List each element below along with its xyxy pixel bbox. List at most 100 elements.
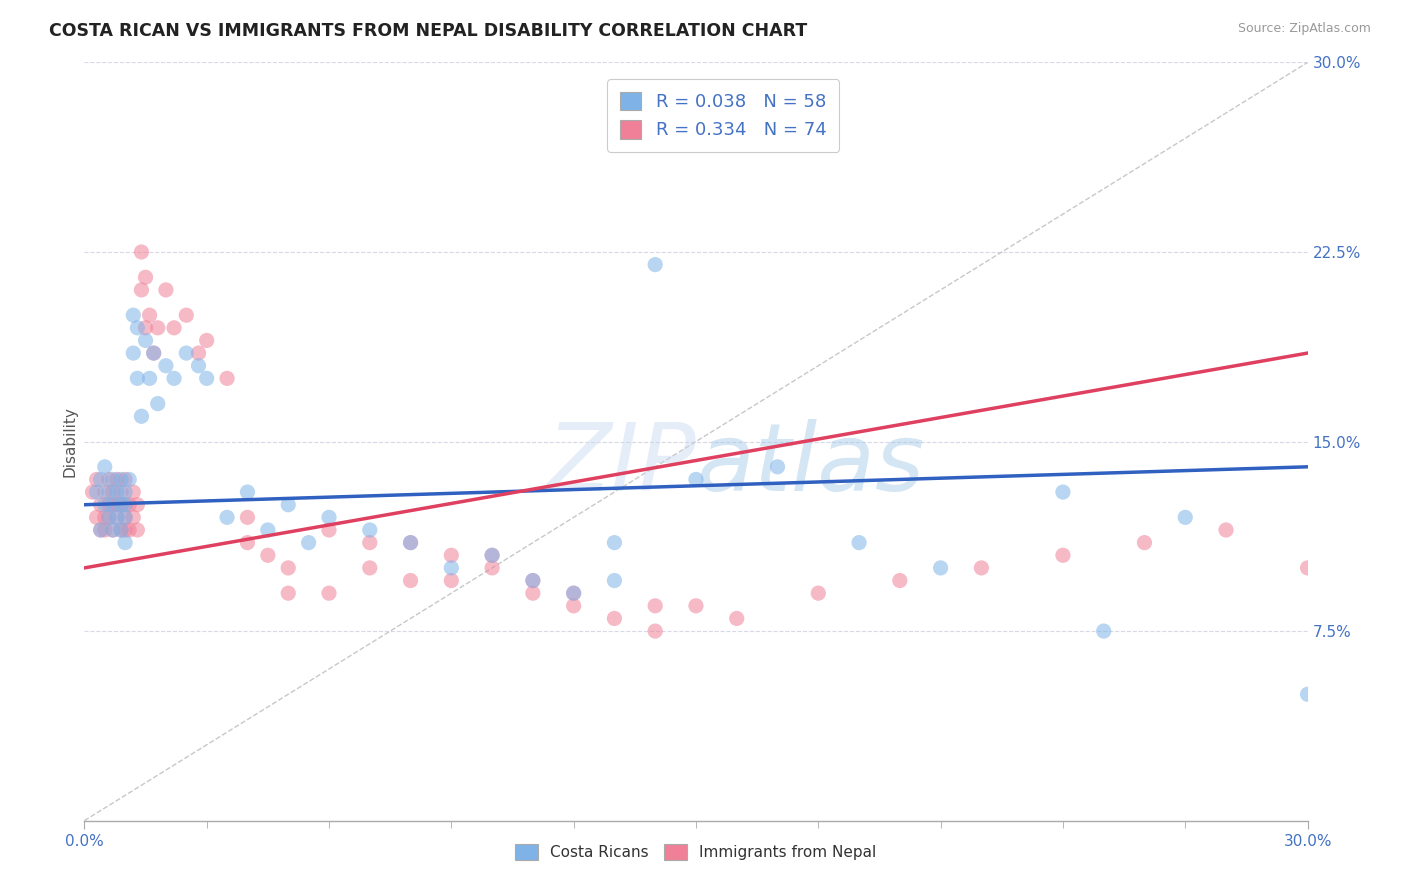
Point — [217, 510, 239, 524]
Point — [86, 473, 108, 487]
Point — [110, 523, 132, 537]
Point — [105, 485, 128, 500]
Point — [1174, 510, 1197, 524]
Point — [114, 535, 136, 549]
Point — [889, 574, 911, 588]
Point — [399, 535, 422, 549]
Point — [257, 523, 280, 537]
Point — [257, 548, 280, 563]
Point — [236, 485, 259, 500]
Point — [155, 283, 177, 297]
Point — [122, 510, 145, 524]
Point — [318, 523, 340, 537]
Point — [142, 346, 165, 360]
Point — [481, 548, 503, 563]
Point — [110, 473, 132, 487]
Point — [146, 396, 169, 410]
Point — [399, 535, 422, 549]
Point — [399, 574, 422, 588]
Point — [562, 599, 585, 613]
Point — [114, 498, 136, 512]
Text: ZIP: ZIP — [547, 418, 696, 510]
Point — [97, 510, 120, 524]
Point — [277, 561, 299, 575]
Point — [97, 498, 120, 512]
Point — [90, 473, 112, 487]
Point — [440, 574, 463, 588]
Point — [114, 498, 136, 512]
Point — [122, 485, 145, 500]
Point — [110, 523, 132, 537]
Point — [562, 586, 585, 600]
Point — [163, 371, 186, 385]
Point — [90, 498, 112, 512]
Point — [114, 485, 136, 500]
Point — [93, 510, 115, 524]
Legend: Costa Ricans, Immigrants from Nepal: Costa Ricans, Immigrants from Nepal — [509, 838, 883, 866]
Point — [481, 561, 503, 575]
Point — [522, 586, 544, 600]
Text: Source: ZipAtlas.com: Source: ZipAtlas.com — [1237, 22, 1371, 36]
Point — [644, 624, 666, 639]
Point — [807, 586, 830, 600]
Point — [163, 320, 186, 334]
Point — [122, 346, 145, 360]
Point — [105, 473, 128, 487]
Point — [90, 523, 112, 537]
Point — [90, 523, 112, 537]
Point — [522, 574, 544, 588]
Point — [359, 561, 381, 575]
Point — [135, 270, 157, 285]
Point — [82, 485, 104, 500]
Point — [131, 409, 153, 424]
Point — [155, 359, 177, 373]
Point — [848, 535, 870, 549]
Point — [93, 523, 115, 537]
Point — [217, 371, 239, 385]
Point — [127, 371, 149, 385]
Point — [101, 523, 124, 537]
Point — [118, 498, 141, 512]
Point — [174, 308, 197, 322]
Point — [1215, 523, 1237, 537]
Point — [138, 308, 160, 322]
Point — [105, 510, 128, 524]
Point — [114, 510, 136, 524]
Point — [725, 611, 748, 625]
Point — [481, 548, 503, 563]
Point — [929, 561, 952, 575]
Point — [105, 498, 128, 512]
Point — [105, 510, 128, 524]
Point — [685, 473, 707, 487]
Point — [142, 346, 165, 360]
Point — [97, 473, 120, 487]
Point — [101, 498, 124, 512]
Point — [644, 599, 666, 613]
Point — [562, 586, 585, 600]
Point — [131, 283, 153, 297]
Point — [1052, 485, 1074, 500]
Point — [603, 574, 626, 588]
Point — [118, 523, 141, 537]
Point — [1296, 687, 1319, 701]
Point — [195, 371, 218, 385]
Point — [174, 346, 197, 360]
Point — [685, 599, 707, 613]
Point — [644, 258, 666, 272]
Point — [318, 510, 340, 524]
Point — [318, 586, 340, 600]
Point — [195, 334, 218, 348]
Point — [110, 498, 132, 512]
Point — [135, 334, 157, 348]
Point — [603, 611, 626, 625]
Point — [101, 498, 124, 512]
Point — [131, 244, 153, 259]
Point — [359, 523, 381, 537]
Point — [187, 346, 209, 360]
Point — [1296, 561, 1319, 575]
Point — [127, 320, 149, 334]
Point — [97, 485, 120, 500]
Point — [138, 371, 160, 385]
Point — [114, 523, 136, 537]
Point — [110, 498, 132, 512]
